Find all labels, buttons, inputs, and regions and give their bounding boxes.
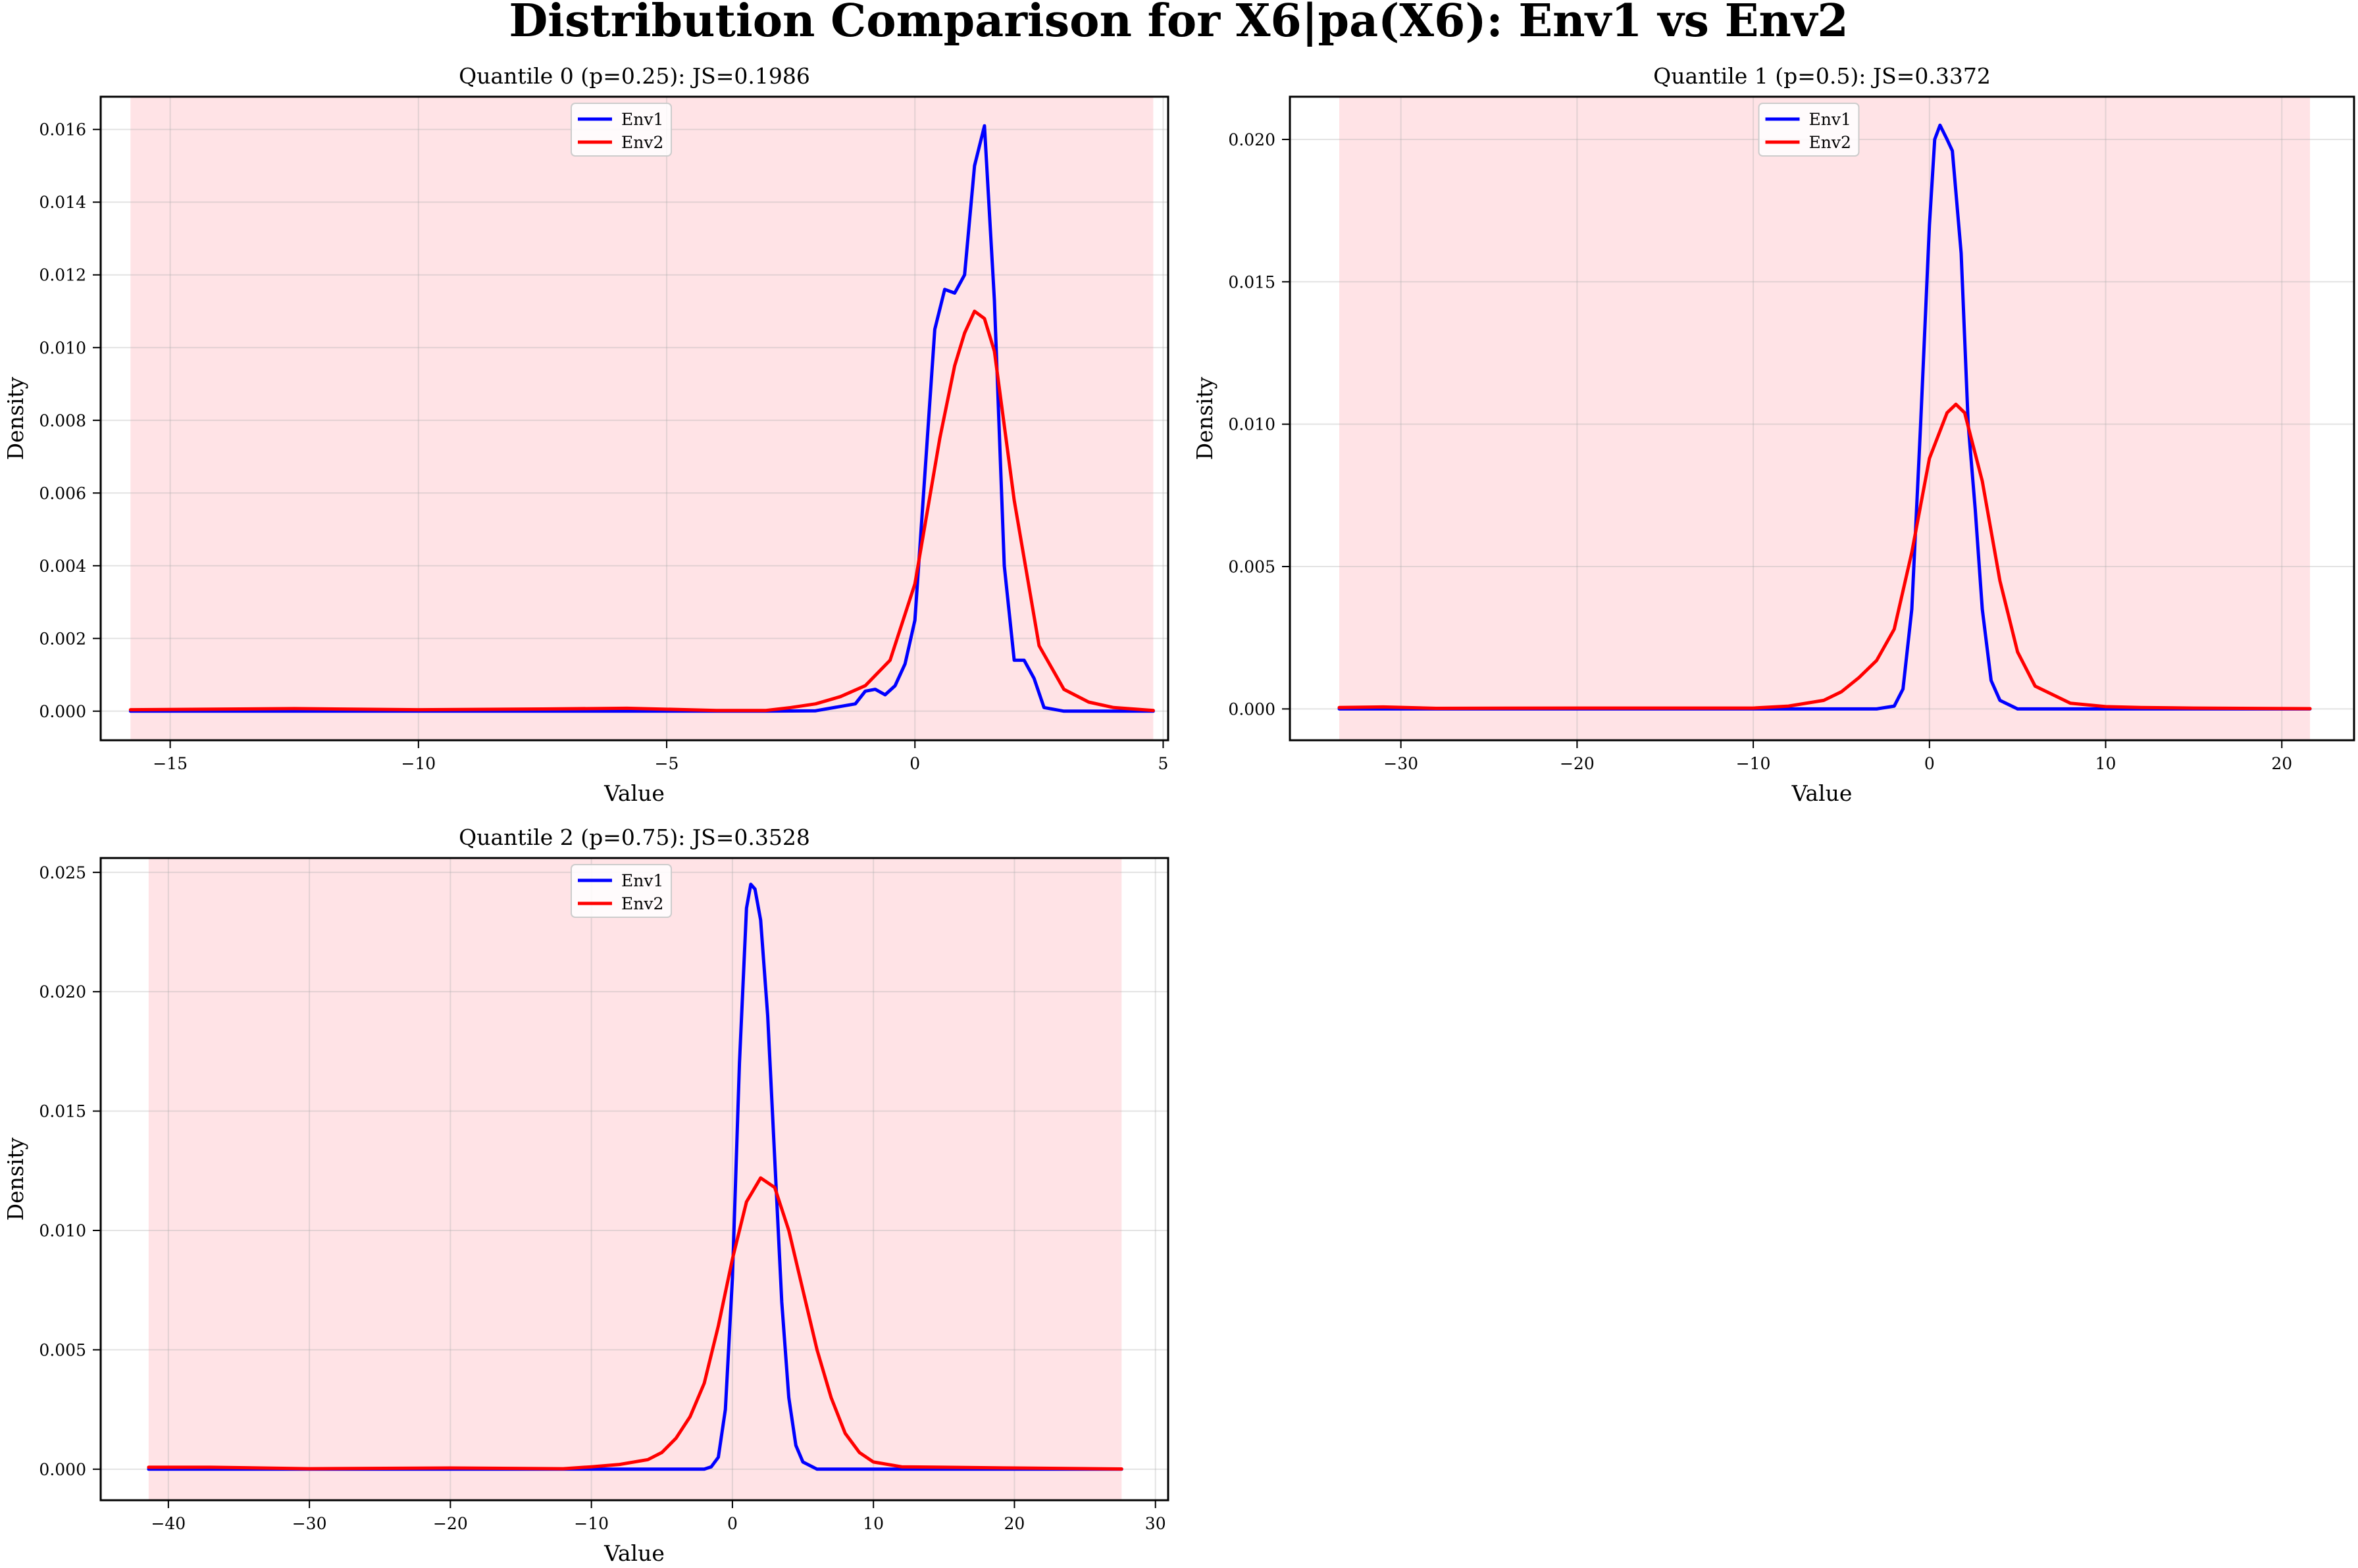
x-tick-label: 0 (910, 754, 920, 773)
x-tick-label: −5 (655, 754, 679, 773)
y-tick-label: 0.005 (1228, 557, 1275, 576)
series-line-env2 (147, 1176, 1123, 1471)
y-tick-label: 0.000 (39, 702, 86, 721)
x-tick-label: −10 (1736, 754, 1771, 773)
y-tick-label: 0.010 (1228, 415, 1275, 434)
series-line-env1 (128, 124, 1155, 713)
legend: Env1 Env2 (571, 864, 672, 918)
y-tick-label: 0.008 (39, 411, 86, 430)
y-tick-label: 0.014 (39, 193, 86, 212)
x-tick-label: 10 (863, 1514, 884, 1533)
x-tick-label: 20 (2271, 754, 2292, 773)
x-tick-label: −20 (433, 1514, 468, 1533)
subplots: −15 −10 −5 0 5 0.000 0.002 0.004 0.006 0.008 0.010… (3, 63, 2355, 1566)
x-axis-label: Value (603, 1540, 665, 1566)
subplot-title: Quantile 0 (p=0.25): JS=0.1986 (459, 63, 810, 89)
subplot-title: Quantile 1 (p=0.5): JS=0.3372 (1653, 63, 1991, 89)
x-axis-label: Value (603, 780, 665, 806)
series-line-env1 (1337, 123, 2312, 711)
y-tick-label: 0.025 (39, 863, 86, 882)
subplot-2: −40 −30 −20 −10 0 10 20 30 0.000 0.005 0.010 0.015 0… (3, 824, 1169, 1566)
legend-label-env1: Env1 (621, 110, 663, 129)
x-tick-label: −30 (292, 1514, 327, 1533)
x-tick-label: −40 (151, 1514, 186, 1533)
x-tick-label: 0 (727, 1514, 738, 1533)
y-tick-label: 0.015 (1228, 272, 1275, 291)
figure-suptitle: Distribution Comparison for X6|pa(X6): E… (509, 0, 1848, 47)
x-tick-label: 10 (2095, 754, 2116, 773)
y-tick-label: 0.015 (39, 1102, 86, 1121)
y-axis-label: Density (1192, 376, 1217, 460)
x-tick-label: −20 (1560, 754, 1595, 773)
series-line-env2 (128, 309, 1155, 713)
y-tick-label: 0.005 (39, 1340, 86, 1359)
legend-label-env1: Env1 (1809, 110, 1851, 129)
x-tick-label: 30 (1145, 1514, 1166, 1533)
shaded-range (148, 858, 1122, 1500)
y-tick-label: 0.004 (39, 557, 86, 576)
legend: Env1 Env2 (571, 103, 672, 157)
x-tick-label: −10 (401, 754, 436, 773)
y-tick-label: 0.002 (39, 629, 86, 648)
legend-label-env1: Env1 (621, 871, 663, 890)
shaded-range (1339, 97, 2311, 740)
x-tick-label: −15 (153, 754, 188, 773)
legend-label-env2: Env2 (1809, 133, 1851, 152)
y-tick-label: 0.010 (39, 1221, 86, 1240)
y-tick-label: 0.010 (39, 338, 86, 357)
legend-label-env2: Env2 (621, 894, 663, 913)
x-axis-label: Value (1791, 780, 1853, 806)
y-tick-label: 0.016 (39, 120, 86, 139)
y-tick-label: 0.006 (39, 484, 86, 503)
x-tick-label: 5 (1158, 754, 1169, 773)
axes-frame (99, 857, 1169, 1502)
y-axis-label: Density (3, 376, 28, 460)
x-tick-label: −30 (1383, 754, 1418, 773)
subplot-0: −15 −10 −5 0 5 0.000 0.002 0.004 0.006 0.008 0.010… (3, 63, 1169, 806)
y-tick-label: 0.020 (39, 982, 86, 1001)
legend-label-env2: Env2 (621, 133, 663, 152)
y-tick-label: 0.000 (39, 1460, 86, 1479)
subplot-title: Quantile 2 (p=0.75): JS=0.3528 (459, 824, 810, 850)
axes-frame (1289, 95, 2355, 742)
y-tick-label: 0.020 (1228, 130, 1275, 149)
y-tick-label: 0.000 (1228, 699, 1275, 719)
series-line-env1 (147, 882, 1123, 1471)
legend: Env1 Env2 (1758, 103, 1860, 157)
x-tick-label: −10 (574, 1514, 609, 1533)
shaded-range (130, 97, 1154, 740)
y-axis-label: Density (3, 1137, 28, 1221)
y-tick-label: 0.012 (39, 266, 86, 285)
x-tick-label: 20 (1004, 1514, 1025, 1533)
x-tick-label: 0 (1924, 754, 1935, 773)
axes-frame (99, 95, 1169, 742)
subplot-1: −30 −20 −10 0 10 20 0.000 0.005 0.010 0.015 0.020 Q… (1192, 63, 2355, 806)
series-line-env2 (1337, 402, 2312, 711)
